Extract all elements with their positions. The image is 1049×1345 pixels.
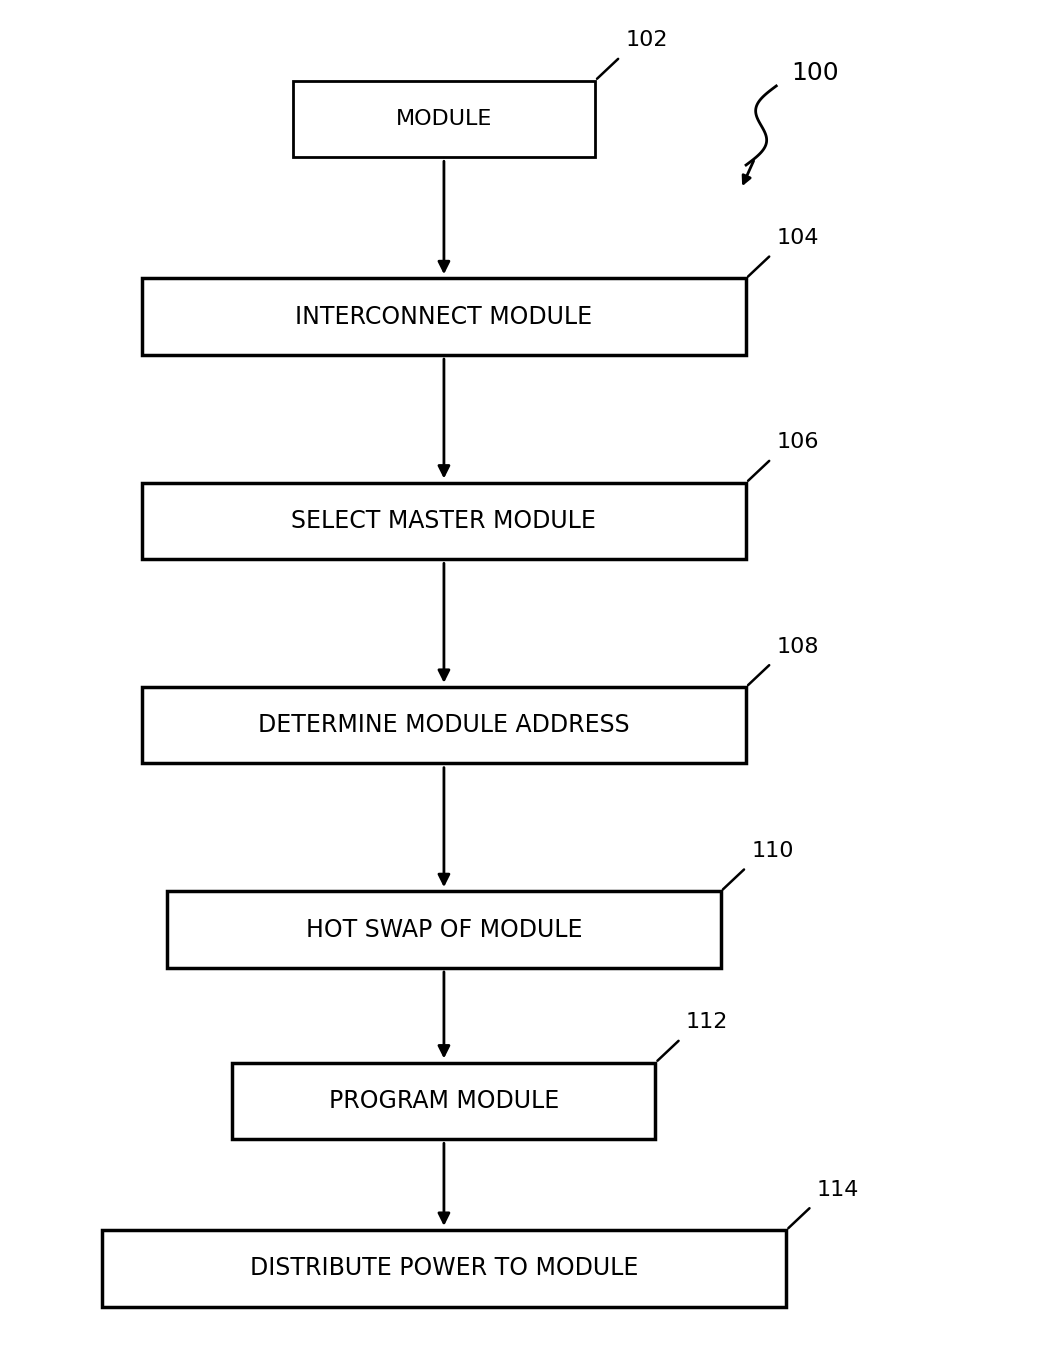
FancyBboxPatch shape: [142, 483, 746, 560]
Text: 106: 106: [776, 432, 819, 452]
Text: 110: 110: [751, 841, 794, 861]
Text: DISTRIBUTE POWER TO MODULE: DISTRIBUTE POWER TO MODULE: [250, 1256, 638, 1280]
FancyBboxPatch shape: [142, 687, 746, 764]
Text: 112: 112: [686, 1013, 728, 1033]
Text: DETERMINE MODULE ADDRESS: DETERMINE MODULE ADDRESS: [258, 713, 629, 737]
FancyBboxPatch shape: [167, 892, 721, 968]
Text: HOT SWAP OF MODULE: HOT SWAP OF MODULE: [305, 917, 582, 942]
FancyBboxPatch shape: [142, 278, 746, 355]
Text: PROGRAM MODULE: PROGRAM MODULE: [328, 1089, 559, 1112]
Text: SELECT MASTER MODULE: SELECT MASTER MODULE: [292, 508, 597, 533]
Text: 100: 100: [791, 61, 839, 85]
Text: 114: 114: [816, 1180, 859, 1200]
Text: 102: 102: [625, 31, 668, 50]
FancyBboxPatch shape: [233, 1063, 656, 1139]
Text: 108: 108: [776, 636, 819, 656]
Text: 104: 104: [776, 229, 819, 247]
Text: INTERCONNECT MODULE: INTERCONNECT MODULE: [296, 304, 593, 328]
FancyBboxPatch shape: [102, 1231, 787, 1306]
FancyBboxPatch shape: [293, 81, 595, 157]
Text: MODULE: MODULE: [395, 109, 492, 129]
